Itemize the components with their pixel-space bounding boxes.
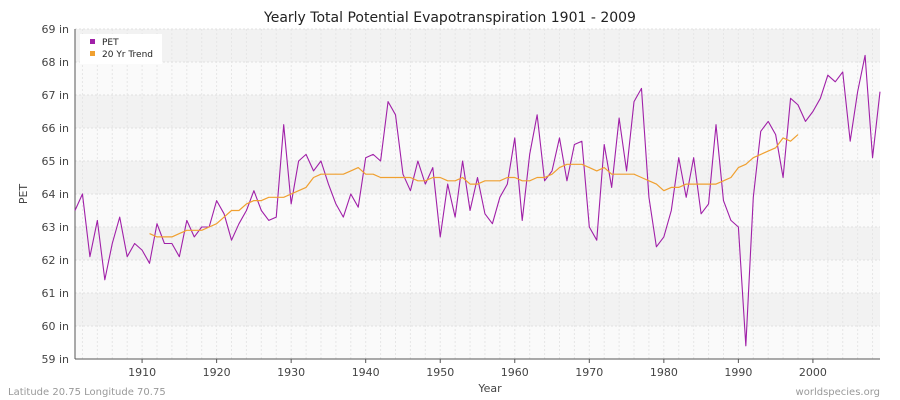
plot-band	[75, 260, 880, 293]
series-line-trend	[149, 134, 799, 238]
plot-band	[75, 128, 880, 161]
legend-swatch-trend	[90, 51, 95, 56]
legend: PET 20 Yr Trend	[80, 34, 162, 64]
y-tick-label: 59 in	[41, 353, 69, 366]
y-tick-label: 65 in	[41, 155, 69, 168]
x-axis-label: Year	[477, 382, 502, 395]
x-tick-label: 2000	[799, 366, 827, 379]
y-tick-label: 66 in	[41, 122, 69, 135]
plot-band	[75, 227, 880, 260]
y-tick-label: 60 in	[41, 320, 69, 333]
plot-band	[75, 293, 880, 326]
plot-band	[75, 95, 880, 128]
plot-band	[75, 326, 880, 359]
footer-location: Latitude 20.75 Longitude 70.75	[8, 387, 166, 398]
x-tick-label: 1930	[277, 366, 305, 379]
x-tick-label: 1940	[352, 366, 380, 379]
y-tick-label: 63 in	[41, 221, 69, 234]
x-tick-label: 1980	[650, 366, 678, 379]
y-tick-label: 69 in	[41, 23, 69, 36]
chart-title: Yearly Total Potential Evapotranspiratio…	[263, 10, 636, 26]
x-tick-label: 1970	[575, 366, 603, 379]
plot-band	[75, 29, 880, 62]
plot-band	[75, 62, 880, 95]
y-tick-label: 62 in	[41, 254, 69, 267]
series-lines	[74, 54, 881, 347]
legend-swatch-pet	[90, 39, 95, 44]
y-tick-label: 61 in	[41, 287, 69, 300]
y-axis-label: PET	[17, 184, 30, 205]
x-tick-label: 1950	[426, 366, 454, 379]
x-tick-labels: 1910 1920 1930 1940 1950 1960 1970 1980 1990 2000	[128, 359, 827, 379]
plot-band	[75, 194, 880, 227]
legend-label-trend: 20 Yr Trend	[102, 50, 153, 60]
footer-source: worldspecies.org	[796, 387, 880, 398]
y-tick-labels: 59 in 60 in 61 in 62 in 63 in 64 in 65 in 66 in…	[41, 23, 69, 366]
x-tick-label: 1990	[724, 366, 752, 379]
x-tick-label: 1960	[501, 366, 529, 379]
y-tick-label: 67 in	[41, 89, 69, 102]
y-tick-label: 64 in	[41, 188, 69, 201]
x-tick-label: 1920	[203, 366, 231, 379]
x-tick-label: 1910	[128, 366, 156, 379]
plot-background-bands	[75, 29, 880, 359]
legend-label-pet: PET	[102, 38, 119, 48]
y-tick-label: 68 in	[41, 56, 69, 69]
